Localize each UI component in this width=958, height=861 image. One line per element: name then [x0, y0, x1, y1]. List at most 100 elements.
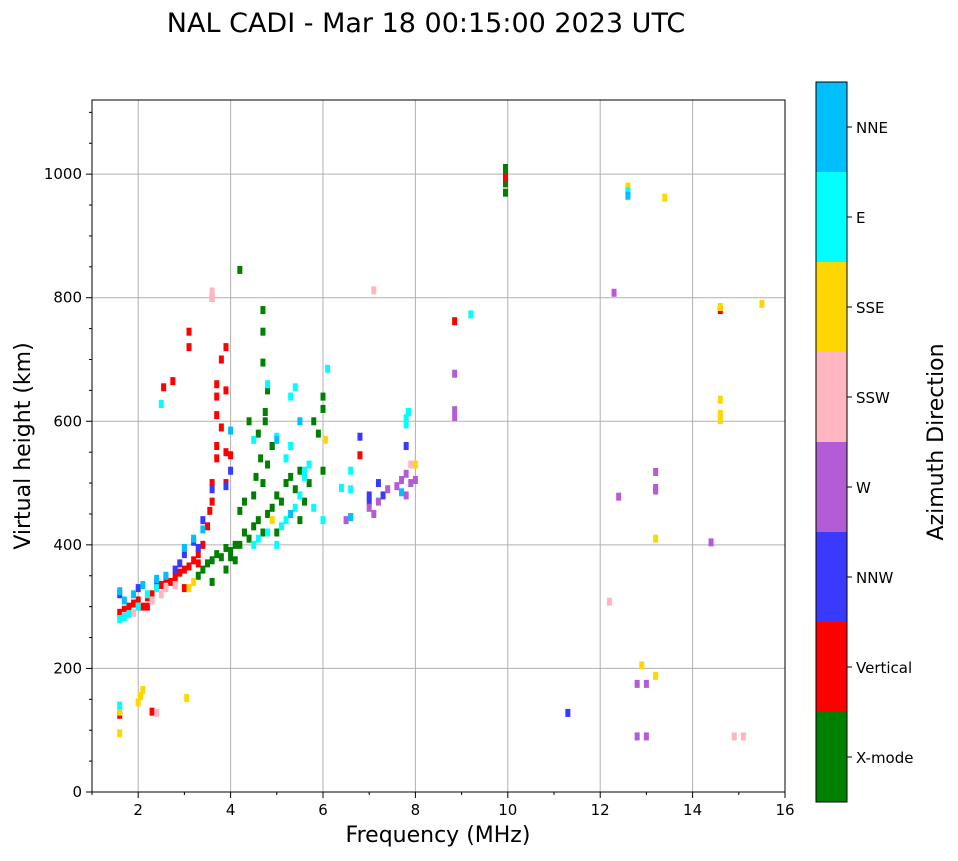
series-sse	[117, 182, 765, 738]
data-point	[251, 491, 257, 500]
data-point	[634, 732, 640, 741]
x-tick-label: 10	[498, 801, 517, 819]
data-point	[195, 571, 201, 580]
data-point	[452, 317, 458, 326]
data-point	[717, 395, 723, 404]
data-point	[302, 497, 308, 506]
data-point	[269, 516, 275, 525]
data-point	[262, 417, 268, 426]
data-point	[292, 485, 298, 494]
data-point	[405, 408, 411, 417]
data-point	[214, 392, 220, 401]
data-point	[186, 343, 192, 352]
data-point	[186, 562, 192, 571]
data-point	[288, 509, 294, 518]
data-point	[625, 182, 631, 191]
data-point	[357, 451, 363, 460]
colorbar-tick-label: Vertical	[856, 659, 912, 677]
data-point	[265, 460, 271, 469]
series-ssw	[121, 188, 746, 741]
series-nne	[117, 191, 631, 605]
data-point	[251, 435, 257, 444]
data-point	[399, 488, 405, 497]
data-point	[403, 491, 409, 500]
data-point	[158, 399, 164, 408]
data-point	[403, 469, 409, 478]
x-axis-label: Frequency (MHz)	[346, 823, 531, 848]
data-point	[255, 429, 261, 438]
x-tick-label: 2	[133, 801, 143, 819]
data-point	[223, 543, 229, 552]
y-tick-label: 800	[53, 289, 82, 307]
data-point	[144, 590, 150, 599]
data-point	[292, 503, 298, 512]
data-point	[311, 417, 317, 426]
colorbar-tick-label: SSW	[856, 389, 890, 407]
data-point	[302, 466, 308, 475]
data-point	[452, 412, 458, 421]
data-point	[228, 426, 234, 435]
data-point	[144, 602, 150, 611]
data-point	[237, 540, 243, 549]
data-point	[251, 540, 257, 549]
data-point	[209, 293, 215, 302]
y-tick-label: 600	[53, 412, 82, 430]
data-point	[265, 380, 271, 389]
data-point	[371, 286, 377, 295]
axes: 2 4 6 8 10 12 14 16 0 200 400 600 800 1000	[44, 111, 795, 819]
data-point	[371, 509, 377, 518]
data-point	[302, 472, 308, 481]
data-point	[288, 442, 294, 450]
colorbar-tick-label: NNE	[856, 119, 888, 137]
series-w	[343, 288, 714, 741]
data-point	[154, 584, 160, 593]
data-point	[135, 698, 141, 707]
data-point	[209, 479, 215, 488]
data-point	[653, 484, 659, 493]
data-point	[322, 435, 328, 444]
x-tick-label: 12	[591, 801, 610, 819]
data-point	[228, 466, 234, 475]
colorbar-tick-label: SSE	[856, 299, 885, 317]
data-point	[140, 686, 146, 695]
data-point	[297, 417, 303, 426]
data-point	[311, 503, 317, 512]
data-point	[265, 509, 271, 518]
data-point	[452, 369, 458, 378]
data-point	[260, 327, 266, 336]
series-nnw	[117, 432, 571, 717]
data-point	[343, 516, 349, 525]
data-point	[214, 550, 220, 559]
data-point	[121, 605, 127, 614]
colorbar-tick-label: W	[856, 479, 871, 497]
y-tick-label: 0	[72, 783, 82, 801]
data-point	[214, 411, 220, 420]
data-point	[184, 694, 190, 703]
data-point	[502, 163, 508, 172]
data-point	[228, 553, 234, 562]
series-vertical	[117, 173, 723, 719]
x-tick-label: 4	[226, 801, 236, 819]
series-x-mode	[195, 163, 508, 586]
data-point	[126, 602, 132, 611]
data-point	[200, 540, 206, 549]
colorbar-segment	[816, 172, 847, 262]
data-point	[269, 442, 275, 450]
colorbar-segment	[816, 622, 847, 712]
colorbar-frame	[815, 81, 848, 803]
data-point	[283, 479, 289, 488]
data-point	[260, 306, 266, 315]
data-point	[205, 559, 210, 568]
data-point	[265, 386, 271, 395]
data-point	[717, 416, 723, 425]
data-point	[403, 442, 409, 450]
data-point	[228, 547, 234, 556]
data-point	[158, 590, 164, 599]
data-point	[209, 577, 215, 586]
chart-title: NAL CADI - Mar 18 00:15:00 2023 UTC	[167, 8, 685, 39]
data-point	[297, 466, 303, 475]
y-tick-label: 400	[53, 536, 82, 554]
data-point	[260, 479, 266, 488]
data-point	[131, 599, 137, 608]
